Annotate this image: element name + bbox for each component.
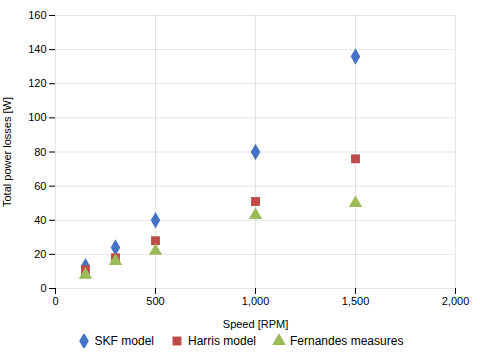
svg-text:0: 0 [40,282,46,294]
svg-text:1,000: 1,000 [242,295,270,307]
svg-text:2,000: 2,000 [442,295,470,307]
svg-text:40: 40 [34,214,46,226]
svg-text:1,500: 1,500 [342,295,370,307]
svg-text:100: 100 [28,111,46,123]
svg-text:60: 60 [34,180,46,192]
html-text:SKF model: SKF model [94,334,154,348]
svg-text:500: 500 [146,295,164,307]
html-text:Fernandes measures: Fernandes measures [290,334,404,348]
html-text:Harris model: Harris model [188,334,256,348]
svg-text:160: 160 [28,9,46,21]
svg-text:Total power losses [W]: Total power losses [W] [1,97,13,207]
svg-text:Speed [RPM]: Speed [RPM] [223,318,288,330]
svg-text:0: 0 [52,295,58,307]
svg-text:120: 120 [28,77,46,89]
svg-text:140: 140 [28,43,46,55]
svg-text:80: 80 [34,146,46,158]
svg-text:20: 20 [34,248,46,260]
